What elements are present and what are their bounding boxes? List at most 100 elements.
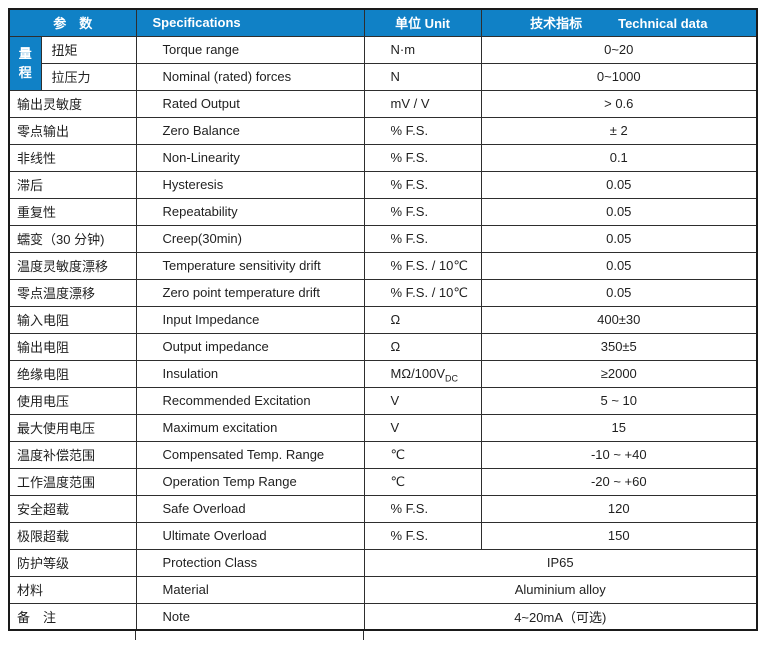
table-row: 滞后 Hysteresis% F.S. 0.05: [8, 170, 758, 199]
param-cell: 扭矩: [40, 35, 137, 64]
table-row: 温度补偿范围 Compensated Temp. Range ℃ -10 ~ +40: [8, 440, 758, 469]
spec-cell: Ultimate Overload: [135, 521, 365, 550]
value-cell: 15: [480, 413, 758, 442]
table-row: 输出灵敏度 Rated Output mV / V > 0.6: [8, 89, 758, 118]
table-header: 参 数 Specifications 单位 Unit 技术指标 Technica…: [8, 8, 758, 37]
border-stub: [135, 631, 136, 640]
unit-cell: % F.S.: [363, 494, 482, 523]
value-cell: 0.05: [480, 278, 758, 307]
table-row: 零点输出 Zero Balance% F.S. ± 2: [8, 116, 758, 145]
param-cell: 备 注: [8, 602, 137, 631]
param-cell: 使用电压: [8, 386, 137, 415]
spec-table-container: 参 数 Specifications 单位 Unit 技术指标 Technica…: [8, 8, 759, 640]
param-cell: 安全超载: [8, 494, 137, 523]
spec-cell: Temperature sensitivity drift: [135, 251, 365, 280]
value-cell: 0~20: [480, 35, 758, 64]
unit-subscript: DC: [445, 373, 459, 384]
spec-cell: Material: [135, 575, 365, 604]
header-unit: 单位 Unit: [363, 8, 482, 37]
unit-cell: % F.S.: [363, 197, 482, 226]
value-cell: 0.05: [480, 224, 758, 253]
header-param: 参 数: [8, 8, 137, 37]
table-row: 量程扭矩 Torque range N·m 0~20: [8, 35, 758, 91]
spec-cell: Note: [135, 602, 365, 631]
table-row: 重复性 Repeatability% F.S. 0.05: [8, 197, 758, 226]
param-cell: 零点输出: [8, 116, 137, 145]
spec-table-body: 量程扭矩 Torque range N·m 0~20 拉压力 Nominal (rated…: [8, 35, 758, 631]
unit-cell: % F.S. / 10℃: [363, 278, 482, 307]
spec-cell: Compensated Temp. Range: [135, 440, 365, 469]
param-cell: 极限超载: [8, 521, 137, 550]
unit-cell: MΩ/100VDC: [363, 359, 482, 388]
value-cell: 5 ~ 10: [480, 386, 758, 415]
header-specifications: Specifications: [135, 8, 365, 37]
header-technical-data: 技术指标 Technical data: [480, 8, 758, 37]
unit-cell: V: [363, 413, 482, 442]
value-cell: -20 ~ +60: [480, 467, 758, 496]
unit-cell: N·m: [363, 35, 482, 64]
unit-cell: mV / V: [363, 89, 482, 118]
spec-cell: Insulation: [135, 359, 365, 388]
table-row: 安全超载 Safe Overload% F.S. 120: [8, 494, 758, 523]
value-cell-merged: IP65: [363, 548, 758, 577]
spec-cell: Non-Linearity: [135, 143, 365, 172]
value-cell: -10 ~ +40: [480, 440, 758, 469]
spec-cell: Rated Output: [135, 89, 365, 118]
table-row: 工作温度范围 Operation Temp Range ℃ -20 ~ +60: [8, 467, 758, 496]
unit-cell: Ω: [363, 305, 482, 334]
table-row: 温度灵敏度漂移 Temperature sensitivity drift% F.…: [8, 251, 758, 280]
table-row: 极限超载 Ultimate Overload% F.S. 150: [8, 521, 758, 550]
unit-cell: N: [363, 62, 482, 91]
unit-cell: % F.S.: [363, 521, 482, 550]
spec-cell: Creep(30min): [135, 224, 365, 253]
table-row: 最大使用电压 Maximum excitation V 15: [8, 413, 758, 442]
param-cell: 重复性: [8, 197, 137, 226]
value-cell: 350±5: [480, 332, 758, 361]
spec-cell: Zero point temperature drift: [135, 278, 365, 307]
table-row: 非线性 Non-Linearity% F.S. 0.1: [8, 143, 758, 172]
param-cell: 材料: [8, 575, 137, 604]
table-row: 使用电压 Recommended Excitation V 5 ~ 10: [8, 386, 758, 415]
spec-cell: Output impedance: [135, 332, 365, 361]
spec-cell: Operation Temp Range: [135, 467, 365, 496]
table-row: 蠕变（30 分钟) Creep(30min)% F.S. 0.05: [8, 224, 758, 253]
value-cell: ≥2000: [480, 359, 758, 388]
unit-cell: % F.S.: [363, 170, 482, 199]
table-row: 输出电阻 Output impedance Ω 350±5: [8, 332, 758, 361]
param-cell: 防护等级: [8, 548, 137, 577]
value-cell: 0.05: [480, 251, 758, 280]
unit-cell: % F.S.: [363, 224, 482, 253]
unit-cell: V: [363, 386, 482, 415]
value-cell-merged: 4~20mA（可选): [363, 602, 758, 631]
param-cell: 温度灵敏度漂移: [8, 251, 137, 280]
table-row: 材料 Material Aluminium alloy: [8, 575, 758, 604]
value-cell: 0.1: [480, 143, 758, 172]
value-cell: 0.05: [480, 197, 758, 226]
param-cell: 绝缘电阻: [8, 359, 137, 388]
header-tech-en: Technical data: [618, 16, 708, 32]
unit-cell: % F.S.: [363, 143, 482, 172]
spec-cell: Torque range: [135, 35, 365, 64]
header-tech-cn: 技术指标: [530, 16, 583, 32]
unit-cell: ℃: [363, 467, 482, 496]
sensor-spec-table: 参 数 Specifications 单位 Unit 技术指标 Technica…: [8, 8, 759, 631]
param-cell: 输出电阻: [8, 332, 137, 361]
table-row: 备 注 Note 4~20mA（可选): [8, 602, 758, 631]
param-cell: 最大使用电压: [8, 413, 137, 442]
spec-cell: Safe Overload: [135, 494, 365, 523]
value-cell: 400±30: [480, 305, 758, 334]
param-cell: 滞后: [8, 170, 137, 199]
table-row: 防护等级 Protection Class IP65: [8, 548, 758, 577]
value-cell: > 0.6: [480, 89, 758, 118]
table-row: 拉压力 Nominal (rated) forces N 0~1000: [9, 62, 758, 91]
spec-cell: Hysteresis: [135, 170, 365, 199]
value-cell-merged: Aluminium alloy: [363, 575, 758, 604]
param-cell: 蠕变（30 分钟): [8, 224, 137, 253]
value-cell: 150: [480, 521, 758, 550]
param-cell: 输出灵敏度: [8, 89, 137, 118]
param-cell: 工作温度范围: [8, 467, 137, 496]
table-row: 零点温度漂移 Zero point temperature drift% F.S.…: [8, 278, 758, 307]
table-row: 输入电阻 Input Impedance Ω 400±30: [8, 305, 758, 334]
value-cell: 0.05: [480, 170, 758, 199]
param-cell: 输入电阻: [8, 305, 137, 334]
